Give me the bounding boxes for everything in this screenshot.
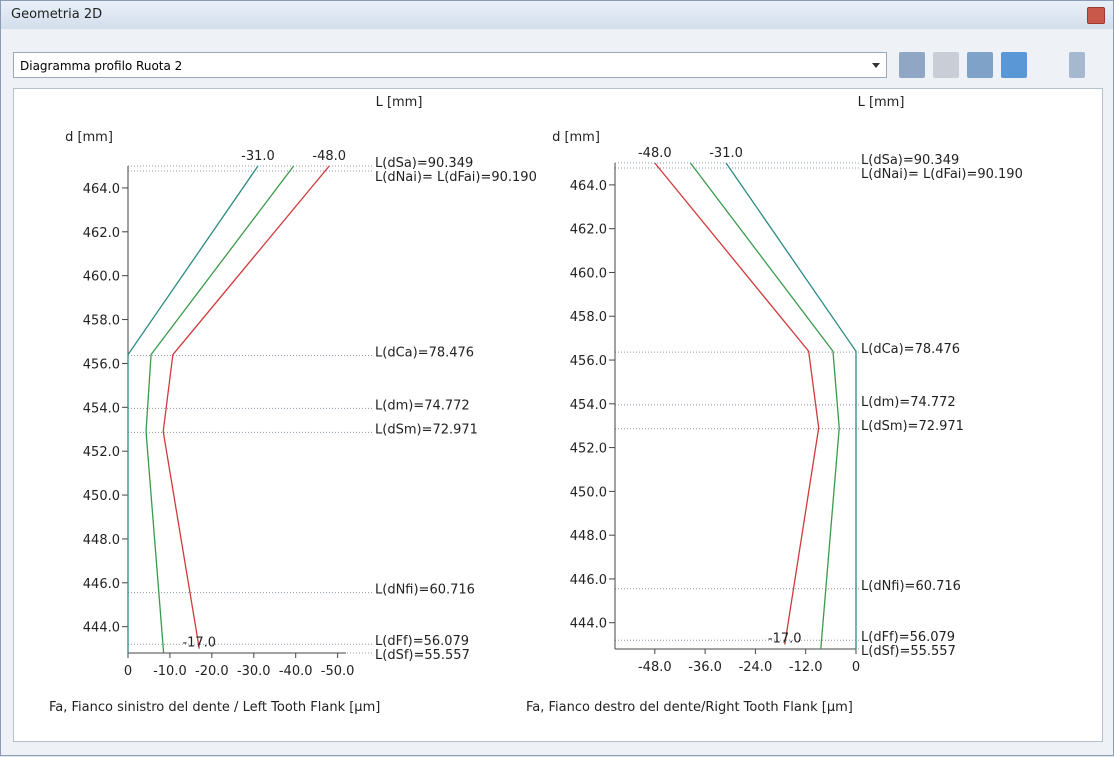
level-label: L(dNfi)=60.716 xyxy=(375,583,475,598)
x-tick-label: -48.0 xyxy=(638,660,672,675)
level-label: L(dm)=74.772 xyxy=(861,395,956,410)
save-icon[interactable] xyxy=(899,52,925,78)
y-tick-label: 444.0 xyxy=(83,621,120,636)
x-tick-label: -30.0 xyxy=(237,664,271,679)
annotation: -17.0 xyxy=(768,632,802,647)
profile-line xyxy=(654,162,820,645)
y-tick-label: 460.0 xyxy=(570,266,607,281)
level-label: L(dSm)=72.971 xyxy=(861,419,964,434)
y-axis-title: d [mm] xyxy=(552,130,600,145)
x-tick-label: -24.0 xyxy=(739,660,773,675)
y-tick-label: 458.0 xyxy=(570,310,607,325)
x-tick-label: -10.0 xyxy=(153,664,187,679)
title-bar: Geometria 2D xyxy=(1,1,1113,29)
x-axis-title: L [mm] xyxy=(858,95,905,110)
annotation: -17.0 xyxy=(182,636,216,651)
y-tick-label: 454.0 xyxy=(570,398,607,413)
y-tick-label: 454.0 xyxy=(83,401,120,416)
x-tick-label: -20.0 xyxy=(195,664,229,679)
annotation: -48.0 xyxy=(638,146,672,161)
x-tick-label: 0 xyxy=(852,660,860,675)
y-tick-label: 458.0 xyxy=(83,314,120,329)
x-axis-label: Fa, Fianco sinistro del dente / Left Too… xyxy=(49,700,380,715)
close-button[interactable] xyxy=(1087,7,1105,24)
print-icon[interactable] xyxy=(933,52,959,78)
level-label: L(dFf)=56.079 xyxy=(375,634,469,649)
level-label: L(dSf)=55.557 xyxy=(861,644,956,659)
x-tick-label: -50.0 xyxy=(321,664,355,679)
annotation: -31.0 xyxy=(241,149,275,164)
x-tick-label: -40.0 xyxy=(279,664,313,679)
y-tick-label: 444.0 xyxy=(570,617,607,632)
level-label: L(dSm)=72.971 xyxy=(375,422,478,437)
annotation: -48.0 xyxy=(312,149,346,164)
copy-icon[interactable] xyxy=(967,52,993,78)
level-label: L(dm)=74.772 xyxy=(375,398,470,413)
annotation: -31.0 xyxy=(709,146,743,161)
profile-line xyxy=(145,165,295,654)
profile-line xyxy=(162,165,330,649)
y-tick-label: 450.0 xyxy=(83,489,120,504)
level-label: L(dFf)=56.079 xyxy=(861,630,955,645)
y-tick-label: 446.0 xyxy=(83,577,120,592)
level-label: L(dSa)=90.349 xyxy=(861,153,959,168)
y-tick-label: 448.0 xyxy=(570,529,607,544)
selector-text: Diagramma profilo Ruota 2 xyxy=(20,59,183,73)
x-axis-title: L [mm] xyxy=(376,95,423,110)
y-tick-label: 456.0 xyxy=(570,354,607,369)
level-label: L(dCa)=78.476 xyxy=(375,346,474,361)
profile-line xyxy=(127,165,259,653)
level-label: L(dSa)=90.349 xyxy=(375,156,473,171)
y-tick-label: 460.0 xyxy=(83,270,120,285)
y-tick-label: 448.0 xyxy=(83,533,120,548)
y-tick-label: 450.0 xyxy=(570,485,607,500)
x-tick-label: 0 xyxy=(124,664,132,679)
dropdown-arrow xyxy=(872,63,880,68)
y-tick-label: 462.0 xyxy=(570,223,607,238)
export-icon[interactable] xyxy=(1001,52,1027,78)
y-tick-label: 452.0 xyxy=(83,445,120,460)
y-axis-title: d [mm] xyxy=(65,130,113,145)
y-tick-label: 452.0 xyxy=(570,442,607,457)
x-axis-label: Fa, Fianco destro del dente/Right Tooth … xyxy=(526,700,853,715)
level-label: L(dNai)= L(dFai)=90.190 xyxy=(375,170,537,185)
profile-line xyxy=(725,162,857,649)
y-tick-label: 456.0 xyxy=(83,357,120,372)
x-tick-label: -12.0 xyxy=(789,660,823,675)
y-tick-label: 446.0 xyxy=(570,573,607,588)
y-tick-label: 464.0 xyxy=(83,182,120,197)
level-label: L(dSf)=55.557 xyxy=(375,648,470,663)
window-title: Geometria 2D xyxy=(11,7,103,22)
y-tick-label: 464.0 xyxy=(570,179,607,194)
diagram-panel xyxy=(13,88,1103,742)
level-label: L(dNfi)=60.716 xyxy=(861,579,961,594)
level-label: L(dNai)= L(dFai)=90.190 xyxy=(861,167,1023,182)
x-tick-label: -36.0 xyxy=(688,660,722,675)
y-tick-label: 462.0 xyxy=(83,226,120,241)
settings-icon[interactable] xyxy=(1069,52,1085,78)
profile-line xyxy=(689,162,840,650)
level-label: L(dCa)=78.476 xyxy=(861,342,960,357)
diagram-selector[interactable]: Diagramma profilo Ruota 2 xyxy=(13,52,887,78)
